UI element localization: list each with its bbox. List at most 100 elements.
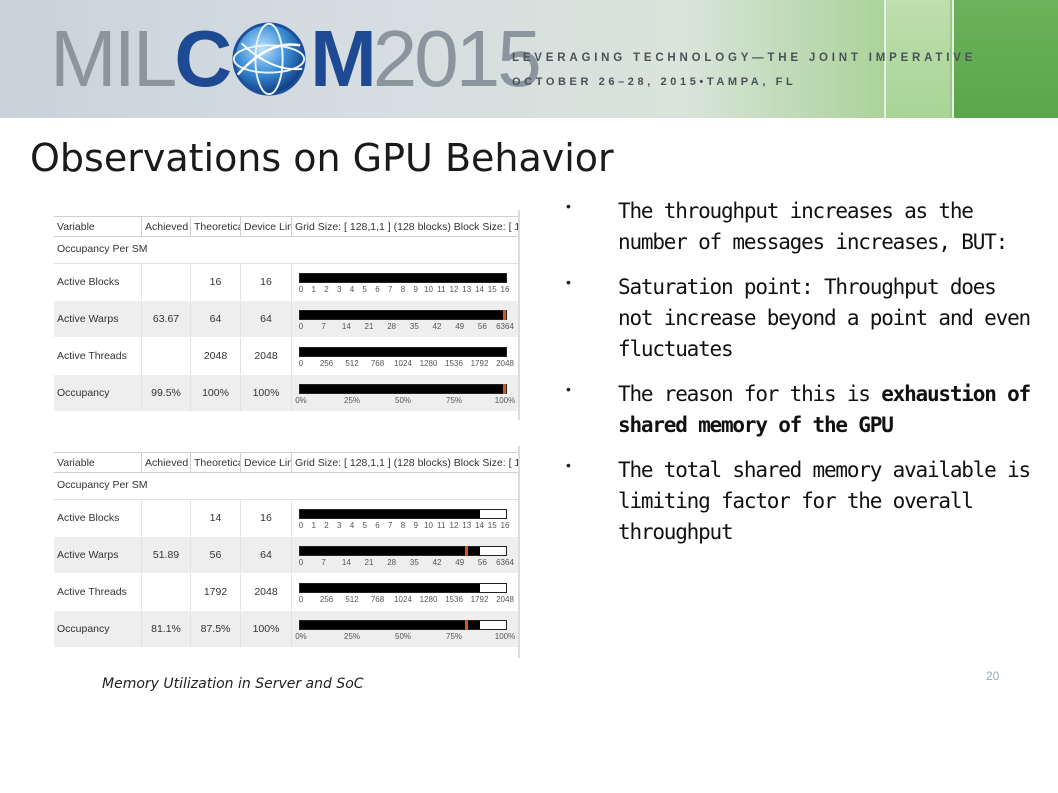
- row-device-limit: 2048: [241, 574, 292, 610]
- tick-label: 100%: [494, 632, 516, 641]
- bullet-text: Saturation point: Throughput does not in…: [618, 275, 1031, 361]
- table-row: Active Blocks 14 16 0 1 2 3 4 5 6 7 8 9 10 11 12 13 14 15 1…: [54, 500, 518, 536]
- logo-text-c: C: [174, 14, 232, 103]
- occupancy-bar: [299, 620, 507, 630]
- tick-label: 1280: [419, 595, 438, 604]
- milcom-logo: MIL C M 2015: [50, 14, 542, 103]
- tick-label: 2048: [496, 359, 514, 368]
- tick-label: 42: [432, 322, 442, 331]
- bullet-dot-icon: •: [566, 381, 571, 397]
- occupancy-bar: [299, 583, 507, 593]
- tick-label: 2: [324, 285, 329, 294]
- achieved-marker: [465, 620, 468, 630]
- occupancy-bar-cell: 0% 25% 50% 75% 100%: [292, 611, 518, 647]
- row-device-limit: 100%: [241, 375, 292, 411]
- header-variable: Variable: [54, 453, 142, 472]
- tick-label: 1792: [470, 359, 489, 368]
- tick-label: 15: [487, 285, 497, 294]
- occupancy-bar-cell: 0% 25% 50% 75% 100%: [292, 375, 518, 411]
- tick-label: 9: [413, 285, 418, 294]
- occupancy-bar-cell: 0 256 512 768 1024 1280 1536 1792 2048: [292, 338, 518, 374]
- tick-label: 14: [341, 558, 351, 567]
- row-variable: Active Threads: [54, 338, 142, 374]
- tick-label: 512: [345, 595, 359, 604]
- tick-label: 21: [364, 322, 374, 331]
- bar-ticks: 0 256 512 768 1024 1280 1536 1792 2048: [298, 359, 514, 371]
- tick-label: 6364: [496, 558, 514, 567]
- row-device-limit: 100%: [241, 611, 292, 647]
- tick-label: 100%: [494, 396, 516, 405]
- tick-label: 14: [341, 322, 351, 331]
- tick-label: 50%: [394, 632, 412, 641]
- row-achieved: 51.89: [142, 537, 191, 573]
- tick-label: 256: [319, 595, 334, 604]
- occupancy-bar-fill: [300, 274, 506, 282]
- tick-label: 13: [462, 285, 472, 294]
- bar-ticks: 0 256 512 768 1024 1280 1536 1792 2048: [299, 595, 514, 607]
- bullet-item: • Saturation point: Throughput does not …: [566, 272, 1036, 365]
- tick-label: 6: [375, 285, 380, 294]
- tick-label: 49: [455, 322, 465, 331]
- tick-label: 6: [375, 521, 380, 530]
- banner-accent-light: [884, 0, 950, 118]
- occupancy-bar-cell: 0 7 14 21 28 35 42 49 56 6364: [292, 301, 518, 337]
- tick-label: 21: [364, 558, 374, 567]
- row-theoretical: 1792: [191, 574, 241, 610]
- tick-label: 1024: [394, 359, 412, 368]
- bullet-text: The total shared memory available is lim…: [618, 458, 1031, 544]
- logo-text-left: MIL: [50, 14, 177, 103]
- tick-label: 768: [370, 359, 385, 368]
- tick-label: 7: [321, 322, 326, 331]
- row-variable: Active Warps: [54, 301, 142, 337]
- bullet-list: • The throughput increases as the number…: [566, 196, 1036, 562]
- logo-text-m: M: [310, 14, 377, 103]
- bullet-item: • The reason for this is exhaustion of s…: [566, 379, 1036, 441]
- row-theoretical: 64: [191, 301, 241, 337]
- tick-label: 16: [500, 521, 510, 530]
- tick-label: 1: [311, 521, 316, 530]
- figure-caption: Memory Utilization in Server and SoC: [102, 676, 364, 692]
- tick-label: 2048: [496, 595, 514, 604]
- tick-label: 35: [409, 322, 419, 331]
- tick-label: 11: [437, 285, 446, 294]
- tick-label: 0: [298, 558, 304, 567]
- header-device-limit: Device Limit: [241, 217, 292, 236]
- tick-label: 11: [437, 521, 446, 530]
- tick-label: 16: [500, 285, 510, 294]
- tick-label: 0: [298, 359, 304, 368]
- tick-label: 25%: [343, 632, 361, 641]
- row-achieved: 81.1%: [142, 611, 191, 647]
- bar-ticks: 0 7 14 21 28 35 42 49 56 6364: [299, 322, 514, 334]
- occupancy-bar: [299, 347, 507, 357]
- tick-label: 35: [409, 558, 419, 567]
- achieved-marker: [465, 546, 468, 556]
- table-row: Active Warps 63.67 64 64 0 7 14 21 28 35 42 49 56 636…: [54, 301, 518, 337]
- tick-label: 2: [324, 521, 329, 530]
- occupancy-bar: [299, 509, 507, 519]
- tick-label: 75%: [445, 632, 463, 641]
- tick-label: 1280: [419, 359, 438, 368]
- header-device-limit: Device Limit: [241, 453, 292, 472]
- table-row: Active Blocks 16 16 0 1 2 3 4 5 6 7 8 9 10 11 12 13 14 15 1…: [54, 264, 518, 300]
- header-theoretical: Theoretical: [191, 453, 241, 472]
- occupancy-bar-fill: [300, 510, 480, 518]
- row-theoretical: 2048: [191, 338, 241, 374]
- tick-label: 28: [387, 322, 397, 331]
- table-row: Active Warps 51.89 56 64 0 7 14 21 28 35 42 49 56 636…: [54, 537, 518, 573]
- tick-label: 8: [400, 285, 406, 294]
- occupancy-bar-cell: 0 7 14 21 28 35 42 49 56 6364: [292, 537, 518, 573]
- conference-dates: OCTOBER 26–28, 2015•TAMPA, FL: [512, 76, 797, 88]
- bar-ticks: 0 1 2 3 4 5 6 7 8 9 10 11 12 13 14 15 16: [299, 521, 510, 533]
- tick-label: 1: [311, 285, 316, 294]
- tick-label: 75%: [445, 396, 463, 405]
- row-variable: Active Warps: [54, 537, 142, 573]
- globe-icon: [232, 22, 306, 96]
- row-device-limit: 64: [241, 537, 292, 573]
- bullet-item: • The throughput increases as the number…: [566, 196, 1036, 258]
- tick-label: 5: [362, 285, 367, 294]
- table-row: Occupancy 99.5% 100% 100% 0% 25% 50% 75% 100%: [54, 375, 518, 411]
- tick-label: 50%: [394, 396, 412, 405]
- tick-label: 5: [362, 521, 367, 530]
